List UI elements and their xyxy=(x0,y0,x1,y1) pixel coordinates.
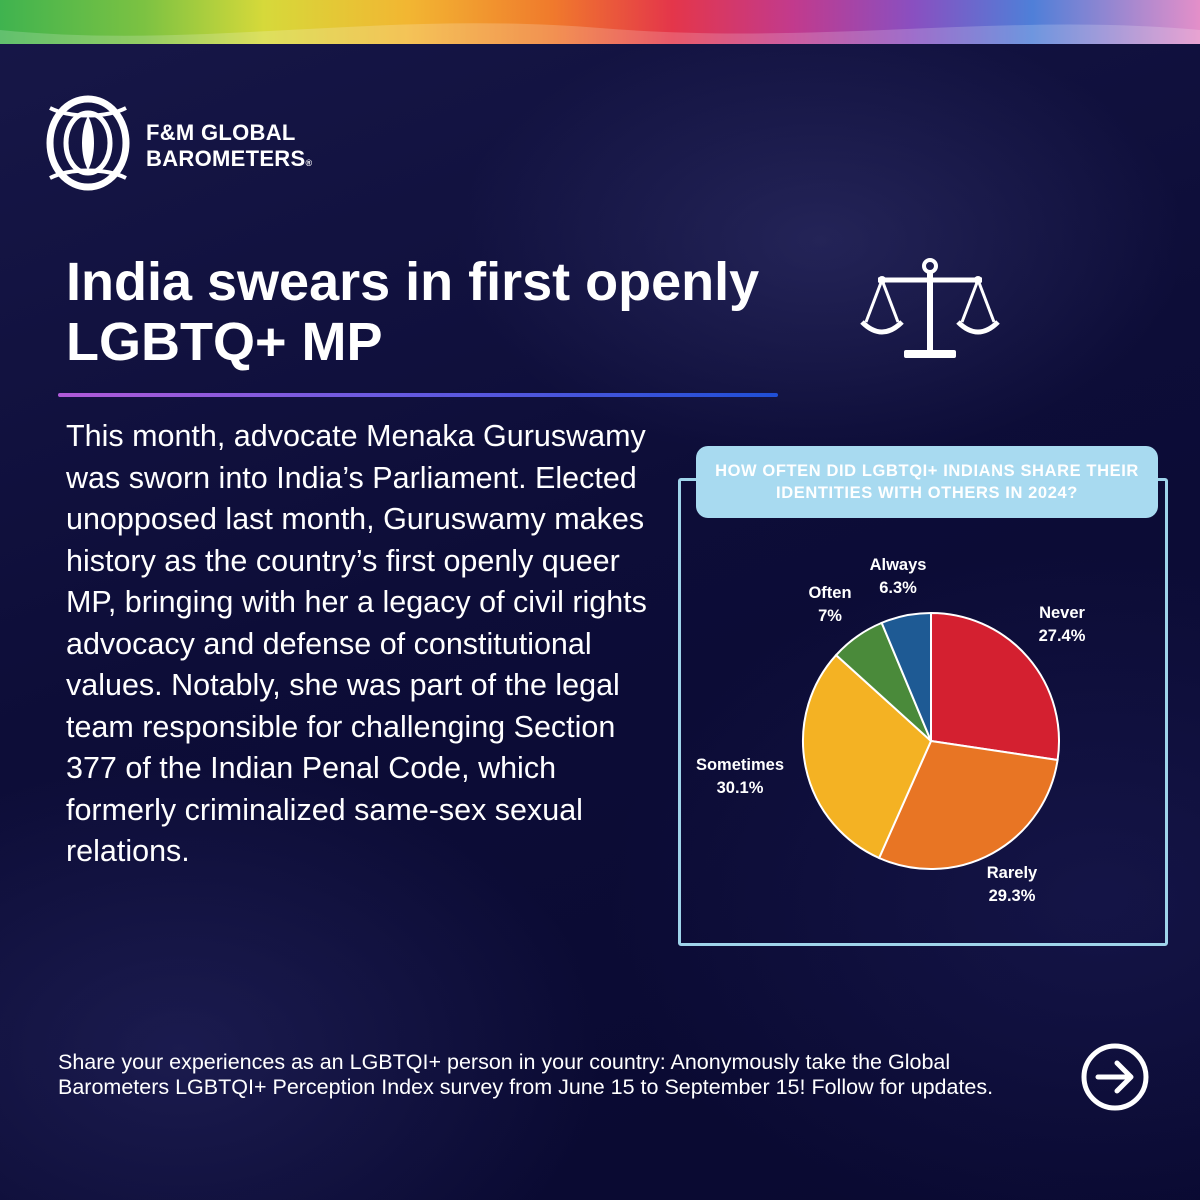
slice-label-never: Never xyxy=(1039,604,1085,622)
registered-mark: ® xyxy=(305,158,313,168)
pie-slice-sometimes xyxy=(802,653,933,860)
scales-of-justice-icon xyxy=(860,258,1000,358)
brand-wordmark: F&M GLOBAL BAROMETERS® xyxy=(146,120,312,176)
slice-label-sometimes: Sometimes xyxy=(696,756,784,774)
pie-slice-never xyxy=(930,611,1060,762)
fm-global-barometers-logo xyxy=(46,95,130,191)
slice-label-always: Always xyxy=(870,556,927,574)
slice-value-always: 6.3% xyxy=(879,579,917,597)
arrow-right-circle-icon[interactable] xyxy=(1080,1042,1150,1112)
slice-value-sometimes: 30.1% xyxy=(717,779,764,797)
chart-title-pill: HOW OFTEN DID LGBTQI+ INDIANS SHARE THEI… xyxy=(696,446,1158,518)
slice-value-often: 7% xyxy=(818,607,842,625)
brand-line-2: BAROMETERS® xyxy=(146,146,313,171)
accent-divider xyxy=(58,393,778,397)
slice-value-never: 27.4% xyxy=(1039,627,1086,645)
chart-title: HOW OFTEN DID LGBTQI+ INDIANS SHARE THEI… xyxy=(715,462,1139,502)
pie-slice-always xyxy=(880,611,932,742)
slice-label-often: Often xyxy=(808,584,851,602)
brand-line-1: F&M GLOBAL xyxy=(146,120,296,145)
slice-value-rarely: 29.3% xyxy=(989,887,1036,905)
article-body: This month, advocate Menaka Guruswamy wa… xyxy=(66,419,647,868)
rainbow-banner xyxy=(0,0,1200,44)
headline: India swears in first openly LGBTQ+ MP xyxy=(66,252,760,372)
pie-slice-rarely xyxy=(877,739,1059,870)
survey-call-to-action: Share your experiences as an LGBTQI+ per… xyxy=(58,1050,994,1099)
slice-label-rarely: Rarely xyxy=(987,864,1038,882)
